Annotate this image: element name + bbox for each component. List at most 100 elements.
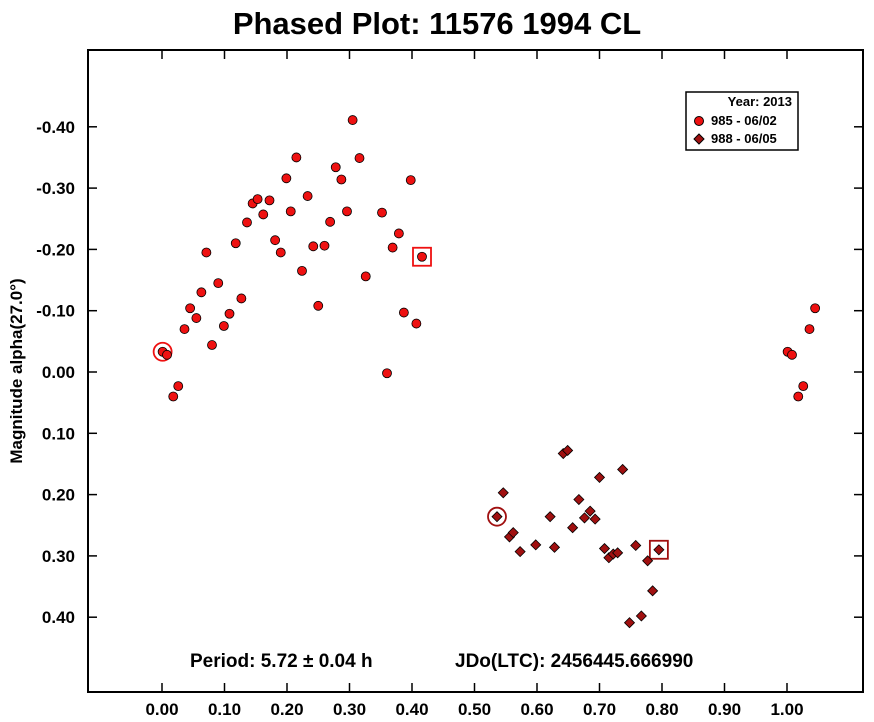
axis-ticks: 0.00 0.10 0.20 0.30 0.40 0.50 0.60 0.70 0.80 0.90…	[36, 50, 863, 719]
legend: Year: 2013 985 - 06/02 988 - 06/05	[685, 91, 799, 151]
data-point-circle	[417, 251, 427, 262]
data-point-circle	[224, 308, 235, 319]
data-point-circle	[319, 240, 330, 251]
data-point-circle	[236, 293, 247, 304]
data-point-circle	[325, 216, 336, 227]
x-tick-label: 0.60	[520, 700, 553, 719]
legend-label-988: 988 - 06/05	[711, 131, 777, 146]
data-point-circle	[347, 115, 358, 125]
data-point-diamond	[617, 463, 629, 476]
data-point-circle	[191, 313, 202, 323]
x-tick-label: 0.40	[395, 700, 428, 719]
data-point-diamond	[507, 527, 519, 539]
data-point-circle	[336, 174, 347, 185]
legend-marker-988	[693, 133, 705, 145]
data-point-circle	[162, 349, 172, 360]
x-tick-label: 0.90	[708, 700, 741, 719]
data-point-diamond	[653, 544, 665, 556]
data-point-circle	[185, 303, 196, 314]
data-point-diamond	[612, 547, 624, 559]
data-point-circle	[168, 391, 179, 402]
data-point-circle	[787, 349, 797, 360]
y-axis-label: Magnitude alpha(27.0°)	[7, 278, 26, 463]
start-marker-0	[152, 341, 173, 362]
y-tick-label: -0.30	[36, 179, 75, 198]
data-point-circle	[291, 152, 302, 163]
data-point-diamond	[623, 617, 636, 629]
data-point-circle	[297, 265, 307, 276]
y-tick-label: 0.40	[42, 608, 75, 627]
data-point-circle	[330, 162, 341, 173]
data-point-diamond	[567, 522, 579, 534]
legend-title: Year: 2013	[728, 94, 792, 109]
data-point-circle	[201, 247, 212, 258]
data-point-circle	[252, 194, 263, 205]
x-tick-label: 0.00	[145, 700, 178, 719]
y-tick-label: -0.20	[36, 240, 75, 259]
data-point-circle	[179, 324, 190, 334]
start-marker-1	[487, 506, 507, 527]
data-point-circle	[218, 321, 229, 331]
data-point-diamond	[584, 505, 596, 517]
period-annotation: Period: 5.72 ± 0.04 h	[190, 651, 373, 672]
legend-marker-985	[694, 116, 704, 126]
data-point-diamond	[642, 555, 654, 567]
data-point-diamond	[573, 493, 585, 506]
data-point-diamond	[647, 585, 659, 597]
data-point-circle	[302, 191, 313, 201]
x-tick-label: 0.50	[458, 700, 491, 719]
data-point-circle	[281, 173, 292, 184]
data-point-diamond	[593, 471, 606, 484]
y-tick-label: 0.00	[42, 363, 75, 382]
data-point-circle	[285, 206, 296, 217]
x-tick-label: 0.70	[583, 700, 616, 719]
x-tick-label: 0.20	[270, 700, 303, 719]
data-point-diamond	[598, 542, 611, 555]
data-point-circle	[411, 318, 422, 329]
data-point-circle	[207, 340, 217, 350]
end-marker-1	[648, 539, 669, 560]
data-point-circle	[173, 381, 184, 391]
data-point-diamond	[635, 610, 647, 622]
data-point-circle	[804, 324, 815, 334]
x-tick-label: 0.10	[208, 700, 241, 719]
data-point-circle	[387, 242, 398, 253]
data-point-circle	[793, 391, 804, 402]
data-point-diamond	[514, 546, 526, 558]
data-point-circle	[377, 207, 387, 218]
data-point-circle	[270, 235, 281, 246]
data-point-circle	[258, 209, 269, 220]
chart-title: Phased Plot: 11576 1994 CL	[232, 6, 642, 41]
data-point-circle	[242, 217, 252, 228]
jdo-annotation: JDo(LTC): 2456445.666990	[455, 651, 693, 672]
data-point-circle	[230, 238, 241, 249]
data-point-circle	[360, 271, 371, 282]
data-point-diamond	[544, 511, 556, 523]
x-tick-label: 1.00	[770, 700, 803, 719]
x-tick-label: 0.30	[333, 700, 366, 719]
data-point-diamond	[578, 512, 591, 524]
data-point-circle	[196, 287, 207, 298]
y-tick-label: 0.10	[42, 424, 75, 443]
data-point-circle	[264, 195, 275, 206]
data-point-circle	[382, 368, 392, 379]
data-point-circle	[798, 381, 809, 391]
data-point-circle	[354, 153, 365, 163]
y-tick-label: 0.30	[42, 547, 75, 566]
data-point-circle	[308, 241, 319, 252]
data-point-diamond	[630, 539, 642, 552]
data-point-diamond	[589, 513, 601, 525]
data-point-diamond	[491, 511, 503, 523]
y-tick-label: -0.10	[36, 302, 75, 321]
data-point-circle	[213, 278, 224, 289]
data-point-circle	[393, 228, 404, 239]
y-tick-label: 0.20	[42, 486, 75, 505]
data-point-circle	[405, 175, 416, 186]
end-marker-0	[412, 246, 432, 267]
data-points	[152, 115, 821, 629]
data-point-diamond	[497, 487, 509, 499]
legend-box	[685, 91, 799, 151]
x-tick-label: 0.80	[645, 700, 678, 719]
data-point-circle	[313, 300, 324, 311]
